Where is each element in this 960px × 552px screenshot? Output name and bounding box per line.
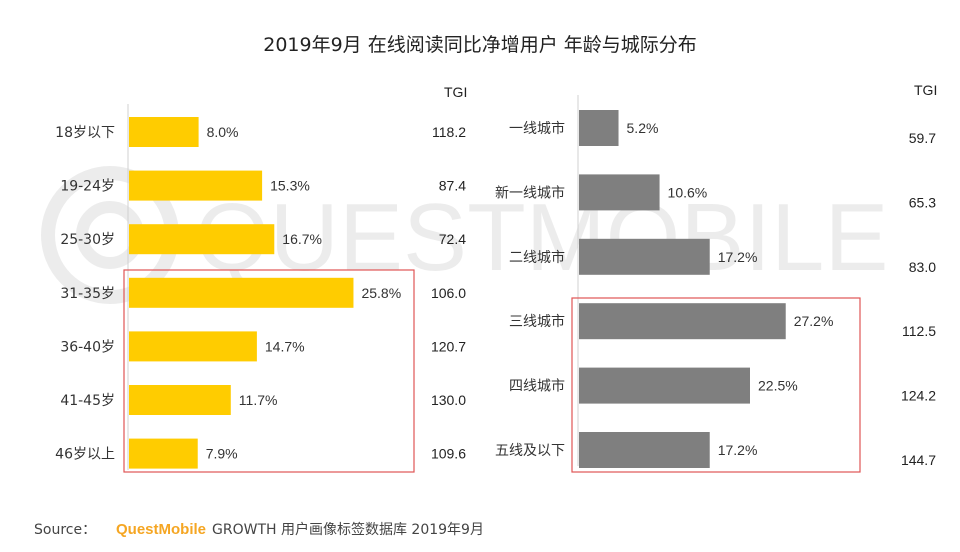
age-bar — [129, 331, 257, 362]
age-category-label: 18岁以下 — [55, 125, 115, 141]
watermark: QUESTMOBILE — [41, 166, 888, 304]
city-value-label: 17.2% — [718, 442, 758, 458]
age-value-label: 15.3% — [270, 178, 310, 194]
age-panel: TGI 18岁以下 8.0% 118.2 19-24岁 15.3% 87.4 25-30岁 16… — [55, 84, 467, 473]
age-value-label: 7.9% — [206, 446, 238, 462]
city-tgi-value: 59.7 — [909, 130, 936, 146]
age-category-label: 46岁以上 — [55, 447, 115, 463]
watermark-text: QUESTMOBILE — [195, 184, 888, 291]
age-value-label: 11.7% — [239, 392, 278, 408]
age-tgi-value: 130.0 — [431, 392, 466, 408]
age-tgi-value: 87.4 — [439, 178, 466, 194]
source-brand: QuestMobile — [116, 521, 206, 538]
age-tgi-value: 109.6 — [431, 446, 466, 462]
city-tgi-header: TGI — [914, 82, 937, 98]
source-text: GROWTH 用户画像标签数据库 2019年9月 — [212, 521, 484, 538]
city-panel: TGI 一线城市 5.2% 59.7 新一线城市 10.6% 65.3 二线城市 17.2% 83… — [495, 82, 937, 473]
age-category-label: 31-35岁 — [60, 286, 115, 302]
age-bar — [129, 438, 198, 469]
city-tgi-value: 124.2 — [901, 388, 936, 404]
source-label: Source： — [34, 522, 96, 538]
age-tgi-value: 106.0 — [431, 285, 466, 301]
age-value-label: 25.8% — [361, 285, 401, 301]
source-line: Source： QuestMobile GROWTH 用户画像标签数据库 201… — [34, 521, 484, 538]
age-tgi-value: 120.7 — [431, 338, 466, 354]
city-category-label: 四线城市 — [509, 378, 565, 395]
age-highlight-box — [123, 269, 415, 473]
age-bar — [129, 170, 263, 201]
city-value-label: 27.2% — [794, 313, 834, 329]
city-category-label: 一线城市 — [509, 120, 565, 137]
city-value-label: 5.2% — [627, 120, 659, 136]
age-bar — [129, 117, 199, 147]
age-tgi-value: 72.4 — [439, 231, 466, 247]
age-value-label: 14.7% — [265, 338, 305, 354]
city-tgi-value: 144.7 — [901, 452, 936, 468]
city-tgi-value: 65.3 — [909, 194, 936, 210]
city-highlight-box — [571, 297, 861, 473]
city-category-label: 三线城市 — [509, 313, 565, 330]
city-bar — [579, 303, 786, 340]
age-value-label: 8.0% — [207, 124, 239, 140]
age-bar — [129, 224, 275, 255]
city-category-label: 新一线城市 — [495, 184, 565, 201]
age-value-label: 16.7% — [282, 231, 322, 247]
city-value-label: 17.2% — [718, 249, 758, 265]
age-category-label: 41-45岁 — [60, 393, 115, 409]
city-value-label: 22.5% — [758, 378, 798, 394]
city-tgi-value: 83.0 — [909, 259, 936, 275]
city-category-label: 二线城市 — [509, 249, 565, 266]
city-category-label: 五线及以下 — [495, 443, 565, 459]
age-bar — [129, 277, 354, 308]
chart-title: 2019年9月 在线阅读同比净增用户 年龄与城际分布 — [263, 34, 697, 56]
city-value-label: 10.6% — [668, 184, 708, 200]
age-tgi-header: TGI — [444, 84, 467, 100]
city-bar — [579, 110, 619, 146]
age-category-label: 19-24岁 — [60, 179, 115, 195]
age-bar — [129, 385, 231, 415]
city-bar — [579, 432, 710, 468]
city-bar — [579, 238, 710, 275]
city-tgi-value: 112.5 — [902, 323, 936, 339]
city-bar — [579, 367, 750, 404]
age-tgi-value: 118.2 — [432, 124, 466, 140]
age-category-label: 36-40岁 — [60, 339, 115, 355]
city-bar — [579, 174, 660, 211]
age-category-label: 25-30岁 — [60, 232, 115, 248]
